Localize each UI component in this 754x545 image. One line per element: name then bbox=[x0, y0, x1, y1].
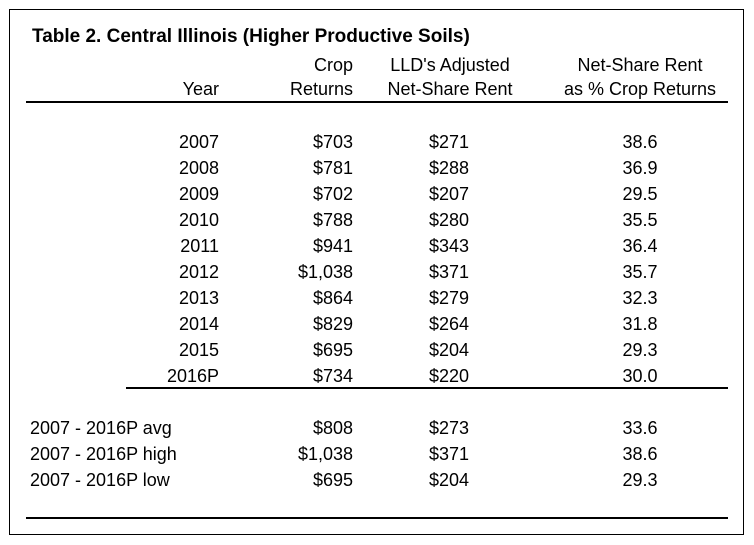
table-row: 2011 $941 $343 36.4 bbox=[0, 233, 754, 259]
cell-net-share-rent: $271 bbox=[429, 132, 470, 152]
cell-crop-returns: $1,038 bbox=[297, 262, 353, 282]
cell-year: 2012 bbox=[178, 262, 219, 282]
table-row: 2016P $734 $220 30.0 bbox=[0, 363, 754, 389]
table-row: 2012 $1,038 $371 35.7 bbox=[0, 259, 754, 285]
cell-year: 2008 bbox=[178, 158, 219, 178]
table-row: 2014 $829 $264 31.8 bbox=[0, 311, 754, 337]
table-row: 2007 $703 $271 38.6 bbox=[0, 129, 754, 155]
summary-label: 2007 - 2016P avg bbox=[30, 418, 172, 438]
cell-crop-returns: $702 bbox=[312, 184, 353, 204]
cell-net-share-rent: $279 bbox=[429, 288, 470, 308]
cell-net-share-rent: $220 bbox=[429, 366, 470, 386]
table-row: 2013 $864 $279 32.3 bbox=[0, 285, 754, 311]
cell-net-share-rent: $288 bbox=[429, 158, 470, 178]
cell-crop-returns: $781 bbox=[312, 158, 353, 178]
summary-label: 2007 - 2016P high bbox=[30, 444, 177, 464]
table-title: Table 2. Central Illinois (Higher Produc… bbox=[32, 26, 470, 47]
cell-net-share-rent: $280 bbox=[429, 210, 470, 230]
cell-rent-pct: 36.9 bbox=[622, 158, 658, 178]
cell-year: 2010 bbox=[178, 210, 219, 230]
cell-year: 2013 bbox=[178, 288, 219, 308]
header-pct-line2: as % Crop Returns bbox=[563, 79, 717, 99]
header-crop-line2: Returns bbox=[289, 79, 353, 99]
cell-rent-pct: 29.5 bbox=[622, 184, 658, 204]
cell-net-share-rent: $204 bbox=[429, 470, 470, 490]
table-row: 2009 $702 $207 29.5 bbox=[0, 181, 754, 207]
header-rent-line2: Net-Share Rent bbox=[387, 79, 513, 99]
table-row: 2015 $695 $204 29.3 bbox=[0, 337, 754, 363]
summary-row: 2007 - 2016P avg $808 $273 33.6 bbox=[0, 415, 754, 441]
cell-year: 2007 bbox=[178, 132, 219, 152]
cell-crop-returns: $941 bbox=[312, 236, 353, 256]
cell-crop-returns: $695 bbox=[312, 340, 353, 360]
header-year: Year bbox=[182, 79, 219, 99]
cell-rent-pct: 29.3 bbox=[622, 340, 658, 360]
header-pct-line1: Net-Share Rent bbox=[577, 55, 703, 75]
cell-rent-pct: 31.8 bbox=[622, 314, 658, 334]
summary-row: 2007 - 2016P low $695 $204 29.3 bbox=[0, 467, 754, 493]
cell-year: 2016P bbox=[166, 366, 219, 386]
cell-crop-returns: $808 bbox=[312, 418, 353, 438]
header-rule bbox=[26, 101, 728, 103]
cell-rent-pct: 33.6 bbox=[622, 418, 658, 438]
cell-rent-pct: 38.6 bbox=[622, 132, 658, 152]
header-crop-line1: Crop bbox=[313, 55, 353, 75]
cell-net-share-rent: $371 bbox=[429, 262, 470, 282]
cell-crop-returns: $829 bbox=[312, 314, 353, 334]
summary-label: 2007 - 2016P low bbox=[30, 470, 170, 490]
cell-net-share-rent: $204 bbox=[429, 340, 470, 360]
cell-rent-pct: 32.3 bbox=[622, 288, 658, 308]
cell-rent-pct: 38.6 bbox=[622, 444, 658, 464]
cell-year: 2015 bbox=[178, 340, 219, 360]
cell-crop-returns: $734 bbox=[312, 366, 353, 386]
cell-net-share-rent: $273 bbox=[429, 418, 470, 438]
table-frame bbox=[9, 9, 744, 535]
cell-year: 2014 bbox=[178, 314, 219, 334]
cell-crop-returns: $695 bbox=[312, 470, 353, 490]
cell-net-share-rent: $343 bbox=[429, 236, 470, 256]
table-row: 2010 $788 $280 35.5 bbox=[0, 207, 754, 233]
table-row: 2008 $781 $288 36.9 bbox=[0, 155, 754, 181]
footer-rule bbox=[26, 517, 728, 519]
header-rent-line1: LLD's Adjusted bbox=[390, 55, 510, 75]
cell-year: 2009 bbox=[178, 184, 219, 204]
cell-crop-returns: $703 bbox=[312, 132, 353, 152]
data-rule bbox=[126, 387, 728, 389]
cell-crop-returns: $788 bbox=[312, 210, 353, 230]
cell-crop-returns: $864 bbox=[312, 288, 353, 308]
cell-crop-returns: $1,038 bbox=[297, 444, 353, 464]
cell-rent-pct: 29.3 bbox=[622, 470, 658, 490]
cell-rent-pct: 35.7 bbox=[622, 262, 658, 282]
cell-rent-pct: 36.4 bbox=[622, 236, 658, 256]
cell-net-share-rent: $207 bbox=[429, 184, 470, 204]
cell-year: 2011 bbox=[180, 236, 219, 256]
cell-rent-pct: 30.0 bbox=[622, 366, 658, 386]
cell-net-share-rent: $371 bbox=[429, 444, 470, 464]
summary-row: 2007 - 2016P high $1,038 $371 38.6 bbox=[0, 441, 754, 467]
cell-rent-pct: 35.5 bbox=[622, 210, 658, 230]
cell-net-share-rent: $264 bbox=[429, 314, 470, 334]
